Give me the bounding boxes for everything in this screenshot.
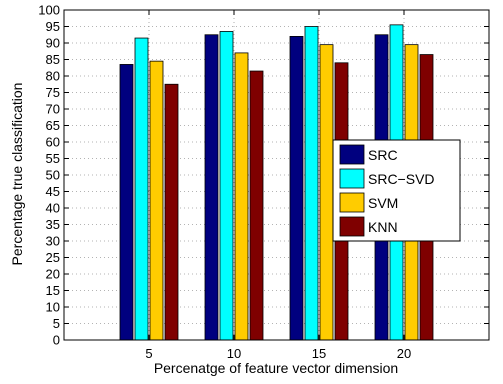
y-tick-label: 15 bbox=[46, 283, 60, 298]
bars-layer bbox=[119, 24, 434, 341]
bar-knn-5 bbox=[164, 83, 179, 341]
y-tick-label: 100 bbox=[38, 3, 60, 18]
legend-swatch bbox=[339, 216, 365, 237]
x-tick-label: 10 bbox=[227, 346, 241, 361]
legend-swatch bbox=[339, 192, 365, 213]
y-tick-label: 85 bbox=[46, 52, 60, 67]
legend-label: SVM bbox=[368, 195, 398, 211]
y-tick-label: 50 bbox=[46, 168, 60, 183]
y-tick-label: 70 bbox=[46, 102, 60, 117]
legend-label: SRC bbox=[368, 147, 398, 163]
x-tick-label: 20 bbox=[397, 346, 411, 361]
y-tick-label: 30 bbox=[46, 234, 60, 249]
y-tick-label: 65 bbox=[46, 118, 60, 133]
bar-src-svd-10 bbox=[219, 31, 234, 341]
y-tick-label: 5 bbox=[53, 316, 60, 331]
grid-layer bbox=[64, 10, 489, 340]
y-tick-label: 40 bbox=[46, 201, 60, 216]
x-tick-label: 5 bbox=[145, 346, 152, 361]
legend-label: SRC−SVD bbox=[368, 171, 435, 187]
y-tick-label: 0 bbox=[53, 333, 60, 348]
y-tick-label: 35 bbox=[46, 217, 60, 232]
bar-svm-5 bbox=[149, 60, 164, 341]
bar-src-5 bbox=[119, 64, 134, 341]
bar-src-svd-5 bbox=[134, 37, 149, 341]
legend-swatch bbox=[339, 144, 365, 165]
plot-frame bbox=[63, 9, 490, 341]
bar-knn-10 bbox=[249, 70, 264, 341]
legend-label: KNN bbox=[368, 219, 398, 235]
bar-src-15 bbox=[289, 36, 304, 341]
y-tick-label: 90 bbox=[46, 36, 60, 51]
y-tick-label: 10 bbox=[46, 300, 60, 315]
legend-swatch bbox=[339, 168, 365, 189]
bar-svm-15 bbox=[319, 44, 334, 341]
y-tick-label: 25 bbox=[46, 250, 60, 265]
y-tick-label: 95 bbox=[46, 19, 60, 34]
bar-src-10 bbox=[204, 34, 219, 341]
legend: SRC SRC−SVD SVM KNN bbox=[332, 139, 461, 242]
y-tick-label: 45 bbox=[46, 184, 60, 199]
y-tick-label: 20 bbox=[46, 267, 60, 282]
y-axis-label: Percentage true classification bbox=[9, 83, 25, 266]
y-tick-label: 60 bbox=[46, 135, 60, 150]
x-tick-label: 15 bbox=[312, 346, 326, 361]
bar-src-svd-15 bbox=[304, 26, 319, 341]
axes-layer bbox=[63, 9, 490, 341]
y-tick-label: 80 bbox=[46, 69, 60, 84]
tick-labels: 0510152025303540455055606570758085909510… bbox=[38, 3, 411, 362]
bar-svm-10 bbox=[234, 52, 249, 341]
y-tick-label: 55 bbox=[46, 151, 60, 166]
x-axis-label: Percenatge of feature vector dimension bbox=[154, 360, 398, 376]
y-tick-label: 75 bbox=[46, 85, 60, 100]
